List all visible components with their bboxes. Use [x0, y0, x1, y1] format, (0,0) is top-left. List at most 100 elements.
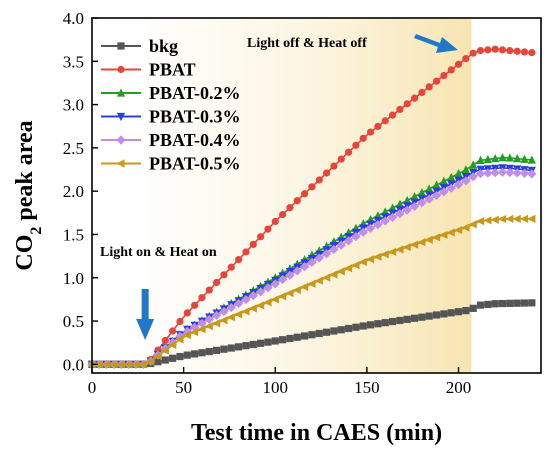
data-point [131, 360, 140, 369]
data-point [198, 294, 206, 302]
y-tick-label: 3.5 [63, 52, 84, 71]
data-point [138, 360, 147, 369]
data-point [425, 83, 433, 91]
data-point [417, 198, 427, 208]
legend-item: PBAT-0.2% [101, 83, 241, 103]
data-point [469, 304, 477, 312]
data-point [161, 336, 169, 345]
data-point [402, 205, 412, 215]
data-point [175, 331, 185, 341]
data-point [519, 168, 530, 178]
data-point [257, 339, 265, 347]
data-point [417, 188, 426, 197]
data-point [403, 315, 411, 323]
data-point [462, 55, 470, 63]
data-point [424, 194, 434, 204]
data-point [418, 313, 426, 321]
data-point [322, 169, 331, 177]
data-point [191, 301, 199, 309]
x-tick-label: 50 [175, 378, 192, 397]
arrow-icon-right [414, 34, 458, 53]
data-point [270, 279, 280, 289]
data-point [205, 286, 213, 294]
data-point [213, 346, 221, 354]
data-point [505, 167, 515, 178]
data-point [226, 302, 236, 313]
data-point [483, 216, 492, 225]
data-point [176, 352, 184, 361]
data-point [343, 236, 354, 246]
data-point [352, 141, 360, 149]
data-point [432, 77, 441, 85]
data-point [520, 154, 529, 163]
data-point [380, 216, 390, 226]
data-point [528, 299, 536, 307]
data-point [329, 270, 338, 279]
data-point [213, 278, 221, 287]
y-tick-label: 2.0 [63, 182, 84, 201]
x-tick-label: 0 [88, 378, 97, 397]
data-point [242, 342, 250, 350]
data-point [440, 310, 448, 318]
data-point [257, 233, 265, 241]
data-point [308, 183, 316, 191]
annotations: Light off & Heat off Light on & Heat on [100, 34, 458, 340]
ticks-layer: 0 50 100 150 200 0.0 0.5 1.0 1.5 2.0 2.5 3.0 3.5 4.0 [63, 9, 472, 397]
legend-item: PBAT-0.5% [101, 154, 241, 174]
data-point [506, 46, 514, 55]
data-point [299, 282, 309, 292]
data-point [286, 334, 294, 343]
data-point [432, 180, 441, 189]
data-point [410, 94, 419, 102]
data-point [425, 184, 434, 193]
data-point [439, 230, 448, 240]
data-point [292, 266, 302, 276]
data-point [380, 250, 389, 259]
data-point [506, 299, 514, 307]
data-point [293, 197, 301, 205]
data-point [447, 172, 456, 182]
data-point [116, 360, 125, 369]
data-point [336, 240, 346, 250]
data-point [102, 360, 111, 369]
data-point [205, 347, 213, 356]
data-point [248, 304, 257, 313]
data-point [343, 264, 353, 273]
y-axis-label-prefix: CO [12, 235, 38, 271]
data-point [197, 325, 206, 334]
data-point [314, 276, 323, 285]
annotation-light-off: Light off & Heat off [247, 36, 367, 51]
data-point [299, 262, 310, 272]
legend-label: PBAT-0.5% [149, 154, 241, 174]
data-point [256, 287, 266, 297]
data-point [403, 195, 412, 205]
data-point [484, 300, 492, 309]
data-point [242, 248, 250, 256]
data-point [461, 176, 471, 186]
legend-marker [116, 112, 126, 122]
data-point [440, 71, 448, 80]
data-point [396, 105, 404, 114]
data-point [424, 235, 433, 244]
data-point [520, 48, 529, 56]
arrow-icon-down [136, 289, 155, 340]
data-point [270, 295, 279, 304]
data-point [462, 307, 470, 315]
plot-frame [91, 17, 542, 374]
y-tick-label: 4.0 [63, 9, 84, 28]
data-point [315, 176, 323, 184]
series-layer [87, 45, 537, 369]
data-point [256, 301, 265, 310]
data-point [314, 253, 324, 263]
data-point [175, 335, 184, 344]
data-point [490, 215, 499, 224]
data-point [271, 337, 279, 345]
data-point [476, 155, 485, 165]
data-point [381, 117, 389, 125]
data-point [395, 245, 404, 254]
series-PBAT-0.5% [87, 214, 536, 369]
data-point [358, 257, 367, 267]
data-point [366, 321, 375, 329]
data-point [498, 153, 507, 162]
